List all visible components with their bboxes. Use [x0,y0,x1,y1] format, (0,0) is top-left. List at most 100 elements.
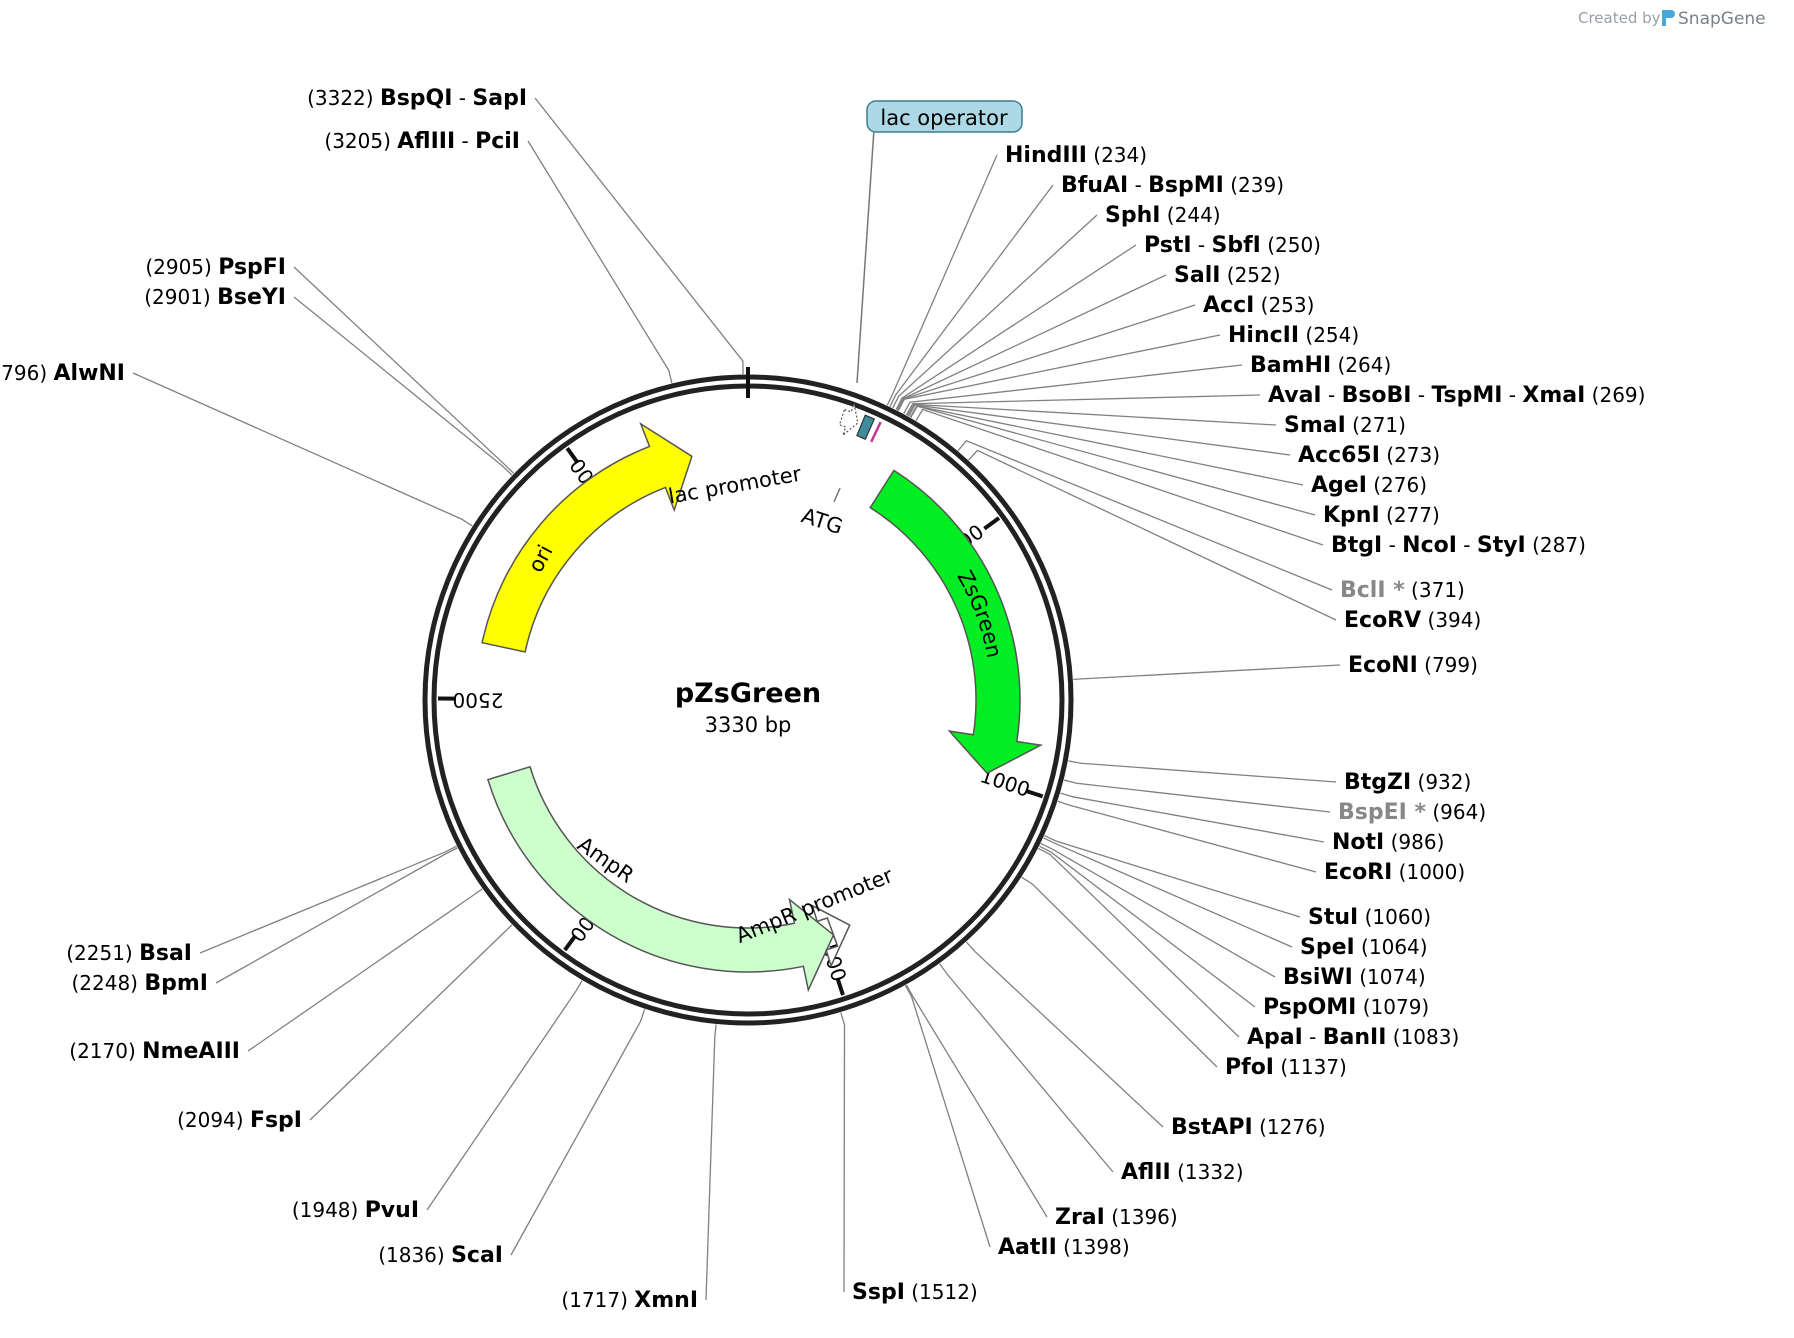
backbone [422,367,1074,1026]
site-hincii: HincII (254) [1228,323,1359,348]
leader-254 [897,334,1221,412]
site-agei: AgeI (276) [1311,473,1427,498]
leader-394 [968,449,1337,621]
svg-text:(2248) BpmI: (2248) BpmI [71,971,208,996]
site-kpni: KpnI (277) [1323,503,1440,528]
snapgene-logo-icon [1662,10,1675,26]
site-pspfi: (2905) PspFI [145,255,286,280]
svg-text:ApaI - BanII (1083): ApaI - BanII (1083) [1247,1025,1459,1050]
leader-1396 [905,984,1048,1218]
site-apai-banii: ApaI - BanII (1083) [1247,1025,1459,1050]
site-spei: SpeI (1064) [1300,935,1428,960]
site-bcli: BclI * (371) [1340,578,1465,603]
leader-253 [897,304,1196,411]
site-pvui: (1948) PvuI [292,1198,419,1223]
svg-text:PfoI (1137): PfoI (1137) [1225,1055,1347,1080]
svg-text:AvaI - BsoBI - TspMI - X: AvaI - BsoBI - TspMI - XmaI (269) [1268,383,1645,408]
tick-mark-2000 [563,934,578,952]
leader-2170 [247,888,483,1052]
plasmid-name: pZsGreen [675,678,821,709]
svg-text:BamHI (264): BamHI (264) [1250,353,1391,378]
leader-287 [915,408,1324,546]
leader-239 [889,184,1054,407]
svg-text:AflII (1332): AflII (1332) [1121,1160,1244,1185]
site-scai: (1836) ScaI [378,1243,503,1268]
svg-text:(1717) XmnI: (1717) XmnI [561,1288,698,1313]
plasmid-size: 3330 bp [705,713,792,737]
svg-text:BtgZI (932): BtgZI (932) [1344,770,1471,795]
lac-operator-label: lac operator [880,106,1008,130]
leader-964 [1063,779,1331,813]
tick-mark-1000 [1024,788,1044,799]
site-bsiwi: BsiWI (1074) [1283,965,1426,990]
leader-1398 [904,985,991,1248]
svg-text:HincII (254): HincII (254) [1228,323,1359,348]
site-leader-lines [132,97,1341,1301]
site-afliii-pcii: (3205) AflIII - PciI [324,129,520,154]
tick-mark-500 [983,516,1001,531]
leader-986 [1060,792,1325,843]
site-acci: AccI (253) [1203,293,1314,318]
svg-text:StuI (1060): StuI (1060) [1308,905,1431,930]
watermark-created-by: Created by [1578,9,1661,27]
svg-text:(3205) AflIII - PciI: (3205) AflIII - PciI [324,129,520,154]
leader-799 [1073,664,1341,681]
leader-2901 [293,296,513,476]
site-avai-bsobi-tspmi-xmai: AvaI - BsoBI - TspMI - XmaI (269) [1268,383,1645,408]
svg-text:EcoRV (394): EcoRV (394) [1344,608,1481,633]
leader-1064 [1043,837,1293,948]
svg-text:AatII (1398): AatII (1398) [998,1235,1130,1260]
leader-2905 [293,266,515,474]
leader-273 [908,404,1291,456]
svg-text:BclI * (371): BclI * (371) [1340,578,1465,603]
svg-text:SmaI (271): SmaI (271) [1284,413,1406,438]
leader-276 [909,405,1304,486]
svg-text:SpeI (1064): SpeI (1064) [1300,935,1428,960]
svg-text:EcoRI (1000): EcoRI (1000) [1324,860,1465,885]
svg-text:PspOMI (1079): PspOMI (1079) [1263,995,1429,1020]
svg-text:KpnI (277): KpnI (277) [1323,503,1440,528]
svg-text:BspEI * (964): BspEI * (964) [1338,800,1486,825]
site-bamhi: BamHI (264) [1250,353,1391,378]
svg-text:(2901) BseYI: (2901) BseYI [144,285,286,310]
site-xmni: (1717) XmnI [561,1288,698,1313]
svg-text:SalI (252): SalI (252) [1174,263,1281,288]
leader-2248 [215,847,458,984]
svg-text:BstAPI (1276): BstAPI (1276) [1171,1115,1326,1140]
svg-text:AgeI (276): AgeI (276) [1311,473,1427,498]
leader-1332 [939,963,1114,1173]
svg-text:(2905) PspFI: (2905) PspFI [145,255,286,280]
svg-text:(2251) BsaI: (2251) BsaI [66,941,192,966]
site-bsai: (2251) BsaI [66,941,192,966]
leader-3322 [534,97,744,375]
leader-271 [906,403,1277,426]
leader-277 [910,405,1316,516]
leader-269 [905,394,1261,416]
site-aflii: AflII (1332) [1121,1160,1244,1185]
atg-feature [870,421,882,443]
site-bstapi: BstAPI (1276) [1171,1115,1326,1140]
site-ecori: EcoRI (1000) [1324,860,1465,885]
leader-234 [886,154,998,406]
atg-label: ATG [799,503,846,539]
svg-text:Acc65I (273): Acc65I (273) [1298,443,1440,468]
zsgreen-feature [869,469,1044,775]
svg-text:(1948) PvuI: (1948) PvuI [292,1198,419,1223]
svg-text:PstI - SbfI (250): PstI - SbfI (250) [1144,233,1321,258]
ampr-promoter-feature [811,904,851,968]
svg-text:(1836) ScaI: (1836) ScaI [378,1243,503,1268]
leader-244 [892,214,1098,409]
lac-promoter-feature [838,401,859,438]
restriction-site-labels: (3322) BspQI - SapI (3205) AflIII - PciI (… [0,86,1645,1313]
leader-264 [903,364,1243,414]
leader-1137 [1021,876,1218,1068]
site-btgi-ncoi-styi: BtgI - NcoI - StyI (287) [1331,533,1586,558]
svg-text:SphI (244): SphI (244) [1105,203,1221,228]
site-bpmi: (2248) BpmI [71,971,208,996]
leader-1060 [1044,835,1301,918]
svg-text:ZraI (1396): ZraI (1396) [1055,1205,1178,1230]
svg-text:HindIII (234): HindIII (234) [1005,143,1147,168]
site-psti-sbfi: PstI - SbfI (250) [1144,233,1321,258]
tick-mark-3000 [565,447,580,464]
